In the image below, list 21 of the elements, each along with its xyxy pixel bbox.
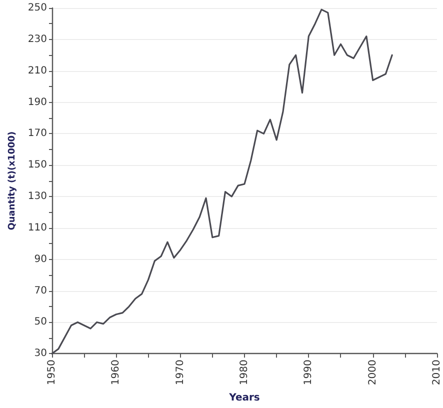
y-tick-label: 50 bbox=[34, 316, 47, 328]
y-tick-label: 170 bbox=[28, 128, 47, 140]
x-tick-label: 1990 bbox=[303, 360, 314, 386]
x-tick-label: 1970 bbox=[174, 360, 186, 386]
x-tick-label: 1980 bbox=[238, 360, 250, 386]
x-tick-label: 2000 bbox=[367, 360, 378, 386]
y-tick-label: 70 bbox=[34, 285, 47, 296]
x-tick-label: 1960 bbox=[110, 360, 122, 386]
x-axis-title: Years bbox=[228, 392, 260, 404]
x-tick-label: 2010 bbox=[432, 360, 442, 386]
y-tick-label: 110 bbox=[28, 222, 47, 234]
y-tick-label: 230 bbox=[28, 34, 47, 45]
y-tick-label: 210 bbox=[28, 65, 47, 76]
y-tick-label: 130 bbox=[28, 191, 47, 202]
x-tick-label: 1950 bbox=[46, 360, 58, 386]
y-tick-label: 150 bbox=[28, 160, 47, 171]
y-tick-label: 90 bbox=[34, 254, 47, 265]
y-axis-title: Quantity (t)(x1000) bbox=[8, 131, 18, 230]
y-tick-label: 30 bbox=[34, 348, 47, 360]
y-tick-label: 250 bbox=[28, 2, 47, 14]
y-tick-label: 190 bbox=[28, 96, 47, 108]
